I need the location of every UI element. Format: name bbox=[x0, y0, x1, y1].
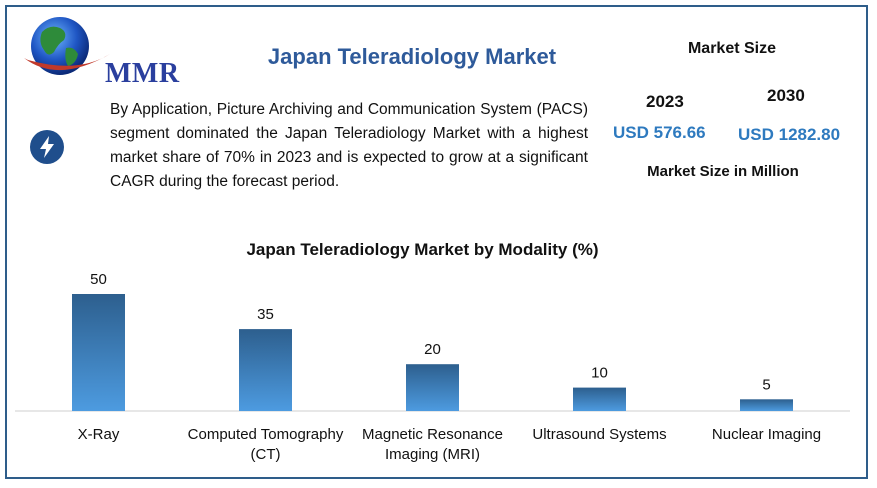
outer-frame bbox=[5, 5, 868, 479]
globe-icon bbox=[24, 17, 110, 75]
logo-text: MMR bbox=[105, 58, 180, 89]
mmr-logo: MMR bbox=[18, 14, 183, 89]
year-2023-label: 2023 bbox=[646, 92, 684, 111]
category-label-4: Nuclear Imaging bbox=[712, 426, 821, 443]
category-label-2: Magnetic Resonance Imaging (MRI) bbox=[362, 426, 503, 463]
category-label-1: Computed Tomography (CT) bbox=[188, 426, 344, 463]
summary-text: By Application, Picture Archiving and Co… bbox=[110, 101, 588, 190]
bar-3 bbox=[573, 387, 626, 411]
category-label-3: Ultrasound Systems bbox=[532, 426, 666, 443]
bar-0 bbox=[72, 294, 125, 411]
year-2030-label: 2030 bbox=[767, 86, 805, 105]
market-size-unit: Market Size in Million bbox=[647, 163, 799, 180]
data-label-2: 20 bbox=[424, 341, 441, 358]
data-label-3: 10 bbox=[591, 365, 608, 382]
data-label-1: 35 bbox=[257, 306, 274, 323]
category-label-0: X-Ray bbox=[78, 426, 120, 443]
data-label-4: 5 bbox=[762, 376, 770, 393]
market-value-2030: USD 1282.80 bbox=[738, 125, 841, 144]
market-size-title: Market Size bbox=[687, 40, 777, 57]
data-label-0: 50 bbox=[90, 271, 107, 288]
lightning-bolt-icon bbox=[30, 130, 64, 164]
page-title: Japan Teleradiology Market bbox=[267, 44, 557, 69]
bar-4 bbox=[740, 399, 793, 411]
chart-title: Japan Teleradiology Market by Modality (… bbox=[246, 240, 599, 259]
bar-1 bbox=[239, 329, 292, 411]
market-value-2023: USD 576.66 bbox=[613, 123, 706, 142]
bar-2 bbox=[406, 364, 459, 411]
